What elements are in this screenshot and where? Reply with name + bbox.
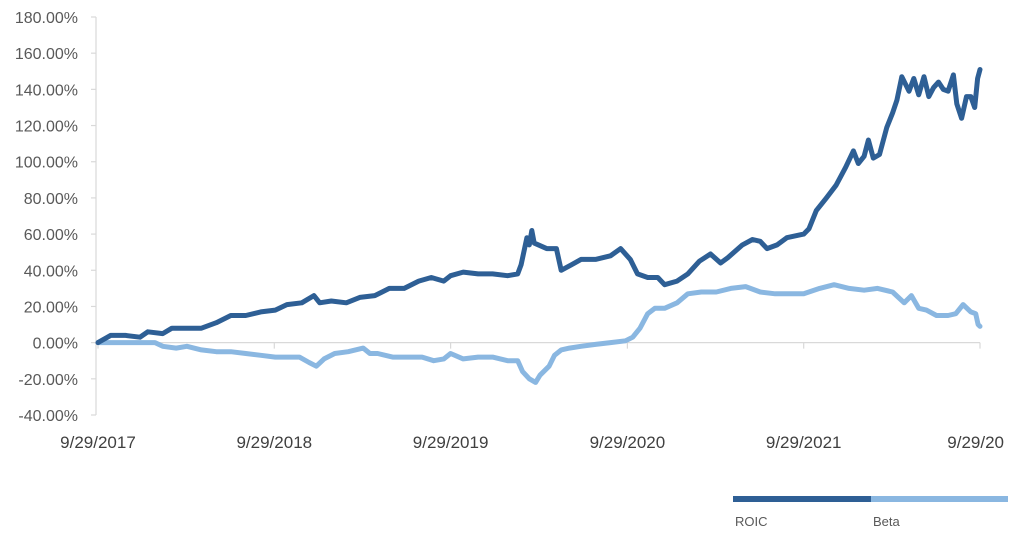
y-axis-tick-label: 60.00% bbox=[24, 227, 78, 244]
y-axis-tick-label: -20.00% bbox=[18, 372, 78, 389]
legend-label-beta: Beta bbox=[873, 514, 901, 529]
y-axis-tick-label: 80.00% bbox=[24, 191, 78, 208]
y-axis-tick-label: 180.00% bbox=[15, 10, 78, 27]
x-axis-tick-label: 9/29/2018 bbox=[236, 433, 312, 452]
chart-legend: ROIC Beta bbox=[733, 496, 1008, 529]
y-axis-tick-label: 20.00% bbox=[24, 299, 78, 316]
y-axis-tick-label: -40.00% bbox=[18, 408, 78, 425]
x-axis-tick-label: 9/29/2021 bbox=[766, 433, 842, 452]
y-axis-tick-label: 120.00% bbox=[15, 119, 78, 136]
series-line-beta bbox=[95, 282, 983, 385]
y-axis-tick-label: 40.00% bbox=[24, 263, 78, 280]
legend-swatch-roic bbox=[733, 496, 871, 502]
x-axis-tick-label: 9/29/2019 bbox=[413, 433, 489, 452]
x-axis-tick-label: 9/29/2020 bbox=[590, 433, 666, 452]
legend-label-roic: ROIC bbox=[735, 514, 768, 529]
legend-swatch-beta bbox=[871, 496, 1008, 502]
chart-series-layer bbox=[95, 67, 983, 385]
chart-axes bbox=[91, 16, 981, 416]
y-axis-tick-label: 100.00% bbox=[15, 155, 78, 172]
y-axis-tick-labels: 180.00% 160.00% 140.00% 120.00% 100.00% 80.00… bbox=[15, 10, 78, 425]
y-axis-tick-label: 160.00% bbox=[15, 46, 78, 63]
y-axis-tick-label: 0.00% bbox=[33, 336, 78, 353]
y-axis-tick-label: 140.00% bbox=[15, 82, 78, 99]
x-axis-tick-label: 9/29/20 bbox=[947, 433, 1004, 452]
x-axis-tick-label: 9/29/2017 bbox=[60, 433, 136, 452]
x-axis-tick-labels: 9/29/2017 9/29/2018 9/29/2019 9/29/2020 9/29… bbox=[60, 433, 1004, 452]
series-line-roic bbox=[95, 67, 983, 346]
